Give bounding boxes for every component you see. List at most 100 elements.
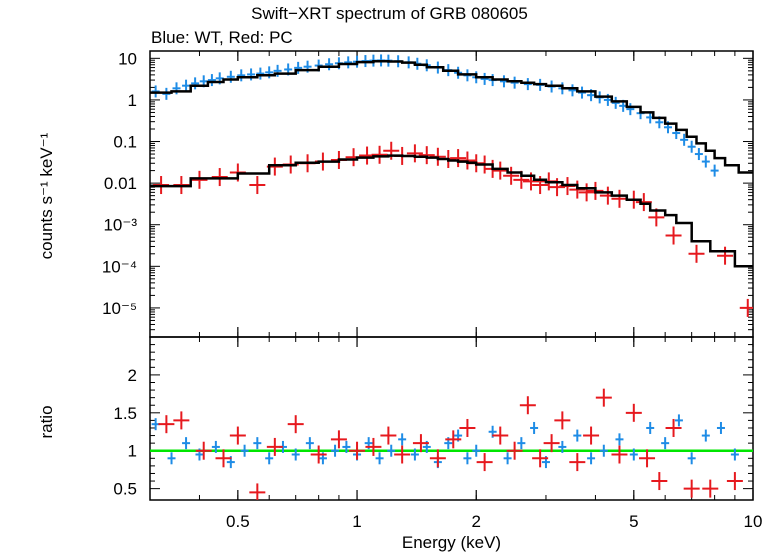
ratio-data-point: [249, 483, 266, 500]
ratio-data-point: [476, 453, 493, 472]
spectrum-data-point: [688, 244, 705, 263]
x-tick-label: 10: [744, 512, 763, 531]
spectrum-data-point: [450, 149, 467, 168]
ratio-data-point: [558, 440, 567, 453]
ratio-data-point: [702, 479, 719, 498]
ratio-data-point: [412, 434, 429, 453]
ratio-data-point: [569, 453, 586, 472]
spectrum-panel: 10 1 0.1 0.01 10⁻³ 10⁻⁴ 10⁻⁵: [102, 49, 754, 338]
ratio-data-point: [380, 426, 397, 445]
spectrum-data-point: [249, 176, 266, 195]
ratio-data-point: [215, 449, 232, 468]
ratio-panel: 0.5 1 2 5 10 2 1.5 1 0.5: [113, 336, 763, 531]
x-axis-label: Energy (keV): [401, 533, 502, 552]
spectrum-data-point: [325, 58, 334, 71]
spectrum-data-point: [265, 66, 274, 79]
spectrum-data-point: [211, 168, 228, 187]
ratio-data-point: [342, 440, 351, 453]
ratio-data-point: [517, 437, 526, 450]
spectrum-data-point: [237, 69, 246, 82]
ratio-plot-area: [150, 388, 753, 500]
ratio-data-point: [211, 440, 220, 453]
ratio-data-point: [253, 437, 262, 450]
ratio-data-point: [305, 437, 314, 450]
ratio-data-point: [151, 418, 160, 431]
ratio-data-point: [629, 448, 638, 461]
ratio-data-point: [716, 421, 725, 434]
ratio-data-point: [349, 441, 366, 460]
spectrum-data-point: [687, 140, 696, 153]
spectrum-data-point: [182, 79, 191, 92]
ratio-series-pc: [158, 388, 743, 500]
ratio-data-point: [158, 415, 175, 434]
ratio-data-point: [726, 472, 743, 491]
spectrum-data-point: [569, 180, 586, 199]
ratio-data-point: [503, 452, 512, 465]
ratio-data-point: [459, 418, 476, 437]
spectrum-series-pc: [153, 141, 753, 317]
spectrum-data-point: [578, 183, 595, 202]
ratio-data-point: [387, 444, 396, 457]
spectrum-y-tick-label: 1: [128, 91, 137, 110]
spectrum-data-point: [680, 133, 689, 146]
ratio-data-point: [182, 437, 191, 450]
spectrum-data-point: [626, 103, 635, 116]
ratio-data-point: [375, 452, 384, 465]
ratio-data-point: [330, 430, 347, 449]
ratio-data-point: [595, 388, 612, 407]
spectrum-data-point: [226, 70, 235, 83]
ratio-data-point: [445, 430, 462, 449]
ratio-data-point: [173, 411, 190, 430]
ratio-data-point: [532, 449, 549, 468]
x-tick-label: 0.5: [226, 512, 250, 531]
spectrum-model-wt: [150, 60, 753, 174]
ratio-data-point: [599, 444, 608, 457]
ratio-data-point: [265, 452, 274, 465]
spectrum-data-point: [256, 67, 265, 80]
spectrum-data-point: [510, 76, 519, 89]
ratio-data-point: [240, 444, 249, 457]
ratio-data-point: [310, 445, 327, 464]
ratio-data-point: [573, 429, 582, 442]
spectrum-data-point: [701, 155, 710, 168]
spectrum-data-point: [207, 74, 216, 87]
ratio-data-point: [472, 444, 481, 457]
spectrum-data-point: [665, 226, 682, 245]
x-tick-label: 2: [472, 512, 481, 531]
ratio-data-point: [554, 411, 571, 430]
spectrum-data-point: [247, 68, 256, 81]
ratio-data-point: [651, 472, 668, 491]
x-tick-label: 5: [629, 512, 638, 531]
ratio-y-tick-label: 2: [128, 366, 137, 385]
spectrum-data-point: [294, 61, 303, 74]
ratio-frame: [149, 336, 754, 501]
spectrum-model-pc: [150, 154, 753, 268]
ratio-data-point: [615, 433, 624, 446]
spectrum-frame: [149, 50, 754, 338]
ratio-data-point: [611, 445, 628, 464]
ratio-data-point: [530, 421, 539, 434]
ratio-y-tick-label: 1.5: [113, 404, 137, 423]
ratio-data-point: [687, 452, 696, 465]
spectrum-data-point: [406, 144, 423, 163]
spectrum-data-point: [717, 246, 734, 265]
spectrum-y-tick-label: 10⁻⁵: [102, 299, 137, 318]
spectrum-y-tick-label: 0.1: [113, 133, 137, 152]
spectrum-y-tick-label: 10⁻³: [103, 216, 137, 235]
ratio-data-point: [394, 445, 411, 464]
ratio-y-tick-label: 0.5: [113, 480, 137, 499]
ratio-data-point: [661, 437, 670, 450]
spectrum-y-tick-label: 10: [118, 49, 137, 68]
spectrum-data-point: [611, 96, 620, 109]
ratio-data-point: [625, 403, 642, 422]
spectrum-data-point: [710, 164, 719, 177]
ratio-data-point: [587, 452, 596, 465]
spectrum-data-point: [739, 298, 753, 317]
ratio-data-point: [229, 426, 246, 445]
ratio-data-point: [639, 449, 656, 468]
spectrum-data-point: [568, 84, 577, 97]
spectrum-data-point: [418, 146, 435, 165]
ratio-data-point: [492, 426, 509, 445]
chart-title: Swift−XRT spectrum of GRB 080605: [251, 4, 528, 23]
